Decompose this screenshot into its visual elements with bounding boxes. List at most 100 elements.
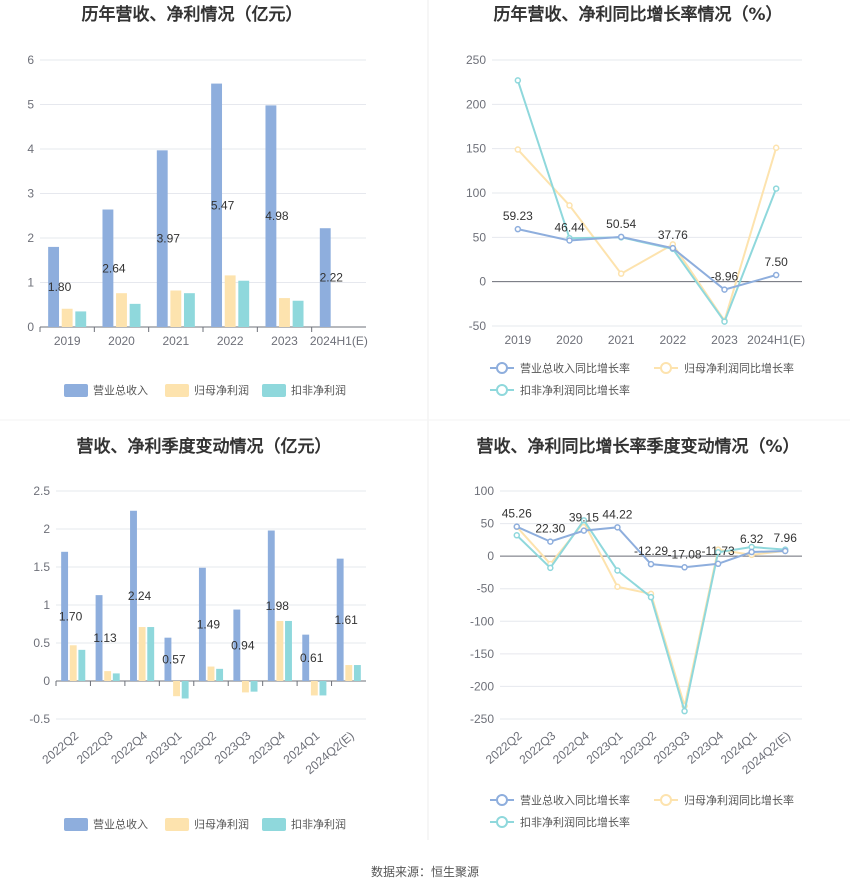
bar-deducted-profit (238, 280, 250, 327)
bar-net-profit (61, 308, 73, 327)
chart-title: 营收、净利同比增长率季度变动情况（%） (476, 436, 799, 457)
legend-marker (496, 362, 508, 374)
x-tick-label: 2021 (162, 334, 189, 348)
bar-deducted-profit (183, 293, 195, 327)
bar-net-profit (170, 290, 182, 327)
bar-revenue (130, 510, 137, 681)
series-point (514, 225, 522, 233)
bar-revenue (164, 637, 172, 681)
y-tick-label: -100 (470, 614, 494, 628)
x-tick-label: 2022Q3 (517, 728, 559, 766)
y-tick-label: -0.5 (29, 712, 50, 726)
x-tick-label: 2023 (271, 334, 298, 348)
bar-net-profit (276, 620, 284, 681)
legend-label: 扣非净利润 (291, 383, 346, 397)
legend-swatch (64, 384, 88, 397)
series-point (614, 583, 621, 591)
data-label: 3.97 (157, 232, 181, 246)
data-label: 45.26 (502, 507, 532, 521)
x-tick-label: 2022Q2 (483, 728, 525, 766)
legend-label: 扣非净利润同比增长率 (520, 815, 630, 829)
series-point (772, 185, 780, 192)
series-point (714, 548, 722, 556)
legend-swatch (165, 384, 189, 397)
data-label: 0.57 (162, 652, 186, 666)
data-label: 7.96 (774, 531, 798, 545)
chart-title: 营收、净利季度变动情况（亿元） (77, 436, 332, 457)
bar-net-profit (242, 681, 249, 693)
bar-deducted-profit (292, 300, 304, 327)
series-point (781, 547, 789, 555)
x-tick-label: 2024H1(E) (310, 334, 368, 348)
legend-label: 营业总收入同比增长率 (520, 793, 630, 807)
legend-item: 归母净利润 (165, 817, 249, 831)
y-tick-label: 3 (27, 187, 34, 201)
legend-item: 营业总收入同比增长率 (490, 793, 630, 807)
y-tick-label: 6 (27, 53, 34, 67)
bar-revenue (95, 595, 103, 681)
y-tick-label: 0 (487, 549, 494, 563)
legend-swatch (262, 818, 286, 831)
x-tick-label: 2023Q4 (684, 728, 726, 766)
y-tick-label: 0 (43, 674, 50, 688)
x-tick-label: 2023Q4 (246, 728, 288, 766)
data-label: 1.13 (93, 631, 117, 645)
bar-deducted-profit (285, 620, 292, 681)
bar-net-profit (69, 645, 77, 681)
bar-revenue (267, 530, 275, 681)
legend-item: 营业总收入 (64, 383, 148, 397)
bar-revenue (211, 83, 223, 328)
x-tick-label: 2022 (659, 333, 686, 347)
legend-marker (496, 794, 508, 806)
x-tick-label: 2022Q2 (39, 728, 81, 766)
legend-marker (496, 384, 508, 396)
bar-revenue (336, 558, 344, 681)
data-label: 0.61 (300, 651, 324, 665)
bar-revenue (48, 246, 60, 327)
y-tick-label: -50 (469, 319, 487, 333)
legend-item: 归母净利润 (165, 383, 249, 397)
bar-net-profit (138, 627, 146, 681)
data-label: 46.44 (554, 220, 584, 234)
series-point (714, 560, 722, 568)
y-tick-label: -50 (477, 582, 495, 596)
bar-deducted-profit (353, 665, 361, 681)
series-point (669, 244, 677, 252)
data-label: -11.73 (702, 544, 735, 558)
chart-title: 历年营收、净利情况（亿元） (82, 4, 303, 25)
legend-item: 扣非净利润 (262, 383, 346, 397)
bar-revenue (302, 634, 310, 681)
y-tick-label: 2 (27, 231, 34, 245)
series-point (580, 517, 588, 524)
x-tick-label: 2023Q2 (177, 728, 219, 766)
x-tick-label: 2024H1(E) (747, 333, 805, 347)
bar-deducted-profit (250, 681, 258, 692)
x-tick-label: 2019 (54, 334, 81, 348)
bar-net-profit (345, 665, 353, 681)
y-tick-label: -200 (470, 679, 494, 693)
x-tick-label: 2023Q3 (212, 728, 254, 766)
series-point (772, 271, 780, 279)
series-point (514, 77, 522, 84)
series-line-net-profit (517, 147, 778, 323)
bar-deducted-profit (78, 649, 86, 681)
data-label: 7.50 (764, 255, 788, 269)
chart-title: 历年营收、净利同比增长率情况（%） (493, 4, 782, 25)
bar-deducted-profit (112, 673, 120, 681)
data-label: 6.32 (740, 532, 764, 546)
x-tick-label: 2023Q2 (617, 728, 659, 766)
x-tick-label: 2020 (556, 333, 583, 347)
x-tick-label: 2022Q4 (550, 728, 592, 766)
source-note: 数据来源：恒生聚源 (371, 864, 479, 879)
data-label: 37.76 (658, 228, 688, 242)
y-tick-label: 0.5 (33, 636, 50, 650)
x-tick-label: 2022Q3 (74, 728, 116, 766)
y-tick-label: 2 (43, 522, 50, 536)
data-label: 5.47 (211, 198, 235, 212)
series-point (617, 270, 625, 277)
legend-label: 营业总收入同比增长率 (520, 361, 630, 375)
y-tick-label: 1 (43, 598, 50, 612)
y-tick-label: 1 (27, 276, 34, 290)
data-label: 2.24 (128, 589, 152, 603)
legend-label: 营业总收入 (93, 383, 148, 397)
